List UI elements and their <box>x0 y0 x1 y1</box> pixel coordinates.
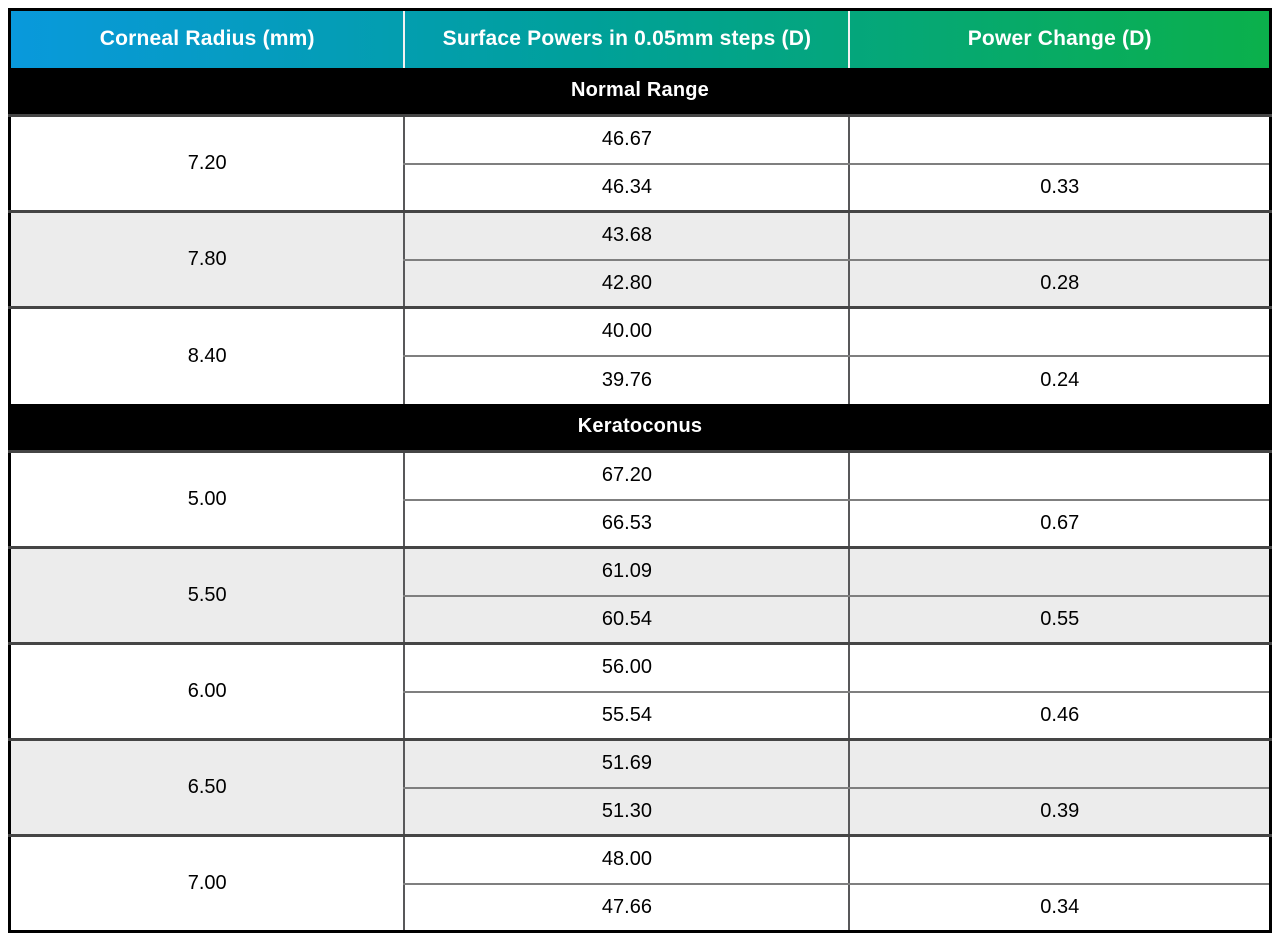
corneal-radius-cell: 6.00 <box>9 642 405 740</box>
table-header: Corneal Radius (mm) Surface Powers in 0.… <box>9 9 1271 68</box>
surface-power-cell: 66.53 <box>403 499 850 548</box>
header-cell-power-change: Power Change (D) <box>848 9 1271 68</box>
power-change-cell <box>848 738 1271 789</box>
table-row: 51.30 0.39 <box>10 787 1271 836</box>
section-header-row: Keratoconus <box>9 403 1271 452</box>
table-row: 7.80 43.68 <box>9 210 1271 308</box>
surface-power-cell: 61.09 <box>403 546 850 597</box>
power-change-cell <box>848 546 1271 597</box>
corneal-radius-cell: 7.80 <box>9 210 405 308</box>
table-row: 47.66 0.34 <box>10 883 1271 932</box>
corneal-radius-cell: 5.00 <box>9 450 405 548</box>
surface-power-cell: 42.80 <box>403 259 850 308</box>
surface-power-cell: 67.20 <box>403 450 850 501</box>
corneal-radius-cell: 7.20 <box>9 114 405 212</box>
surface-power-cell: 51.69 <box>403 738 850 789</box>
header-row: Corneal Radius (mm) Surface Powers in 0.… <box>9 9 1271 68</box>
surface-power-cell: 56.00 <box>403 642 850 693</box>
table-row: 42.80 0.28 <box>10 259 1271 308</box>
table-row: 6.50 51.69 <box>9 738 1271 836</box>
surface-power-cell: 55.54 <box>403 691 850 740</box>
table-row: 5.50 61.09 <box>9 546 1271 644</box>
power-change-cell <box>848 834 1271 885</box>
surface-power-cell: 60.54 <box>403 595 850 644</box>
surface-power-cell: 48.00 <box>403 834 850 885</box>
power-change-cell: 0.55 <box>848 595 1271 644</box>
power-change-cell <box>848 114 1271 165</box>
surface-power-cell: 46.67 <box>403 114 850 165</box>
power-change-cell <box>848 450 1271 501</box>
table-row: 39.76 0.24 <box>10 355 1271 404</box>
corneal-radius-cell: 5.50 <box>9 546 405 644</box>
power-change-cell: 0.33 <box>848 163 1271 212</box>
table-body: Normal Range 7.20 46.67 46.34 0.33 7.80 43.68 4… <box>9 67 1271 932</box>
surface-power-cell: 43.68 <box>403 210 850 261</box>
table-row: 55.54 0.46 <box>10 691 1271 740</box>
power-change-cell <box>848 642 1271 693</box>
table-row: 46.34 0.33 <box>10 163 1271 212</box>
surface-power-cell: 39.76 <box>403 355 850 404</box>
table-row: 7.20 46.67 <box>9 114 1271 212</box>
table-row: 66.53 0.67 <box>10 499 1271 548</box>
power-change-cell: 0.39 <box>848 787 1271 836</box>
table-row: 7.00 48.00 <box>9 834 1271 932</box>
section-title: Keratoconus <box>9 403 1271 452</box>
power-change-cell: 0.34 <box>848 883 1271 932</box>
corneal-power-table: Corneal Radius (mm) Surface Powers in 0.… <box>8 8 1272 933</box>
power-change-cell: 0.24 <box>848 355 1271 404</box>
corneal-radius-cell: 8.40 <box>9 306 405 404</box>
section-title: Normal Range <box>9 67 1271 116</box>
table-row: 5.00 67.20 <box>9 450 1271 548</box>
power-change-cell <box>848 210 1271 261</box>
table-row: 8.40 40.00 <box>9 306 1271 404</box>
surface-power-cell: 47.66 <box>403 883 850 932</box>
table-row: 6.00 56.00 <box>9 642 1271 740</box>
power-change-cell: 0.67 <box>848 499 1271 548</box>
surface-power-cell: 46.34 <box>403 163 850 212</box>
surface-power-cell: 51.30 <box>403 787 850 836</box>
power-change-cell: 0.46 <box>848 691 1271 740</box>
power-change-cell <box>848 306 1271 357</box>
header-cell-surface-powers: Surface Powers in 0.05mm steps (D) <box>403 9 850 68</box>
power-change-cell: 0.28 <box>848 259 1271 308</box>
header-cell-corneal-radius: Corneal Radius (mm) <box>9 9 405 68</box>
corneal-radius-cell: 7.00 <box>9 834 405 932</box>
surface-power-cell: 40.00 <box>403 306 850 357</box>
corneal-radius-cell: 6.50 <box>9 738 405 836</box>
section-header-row: Normal Range <box>9 67 1271 116</box>
table-row: 60.54 0.55 <box>10 595 1271 644</box>
